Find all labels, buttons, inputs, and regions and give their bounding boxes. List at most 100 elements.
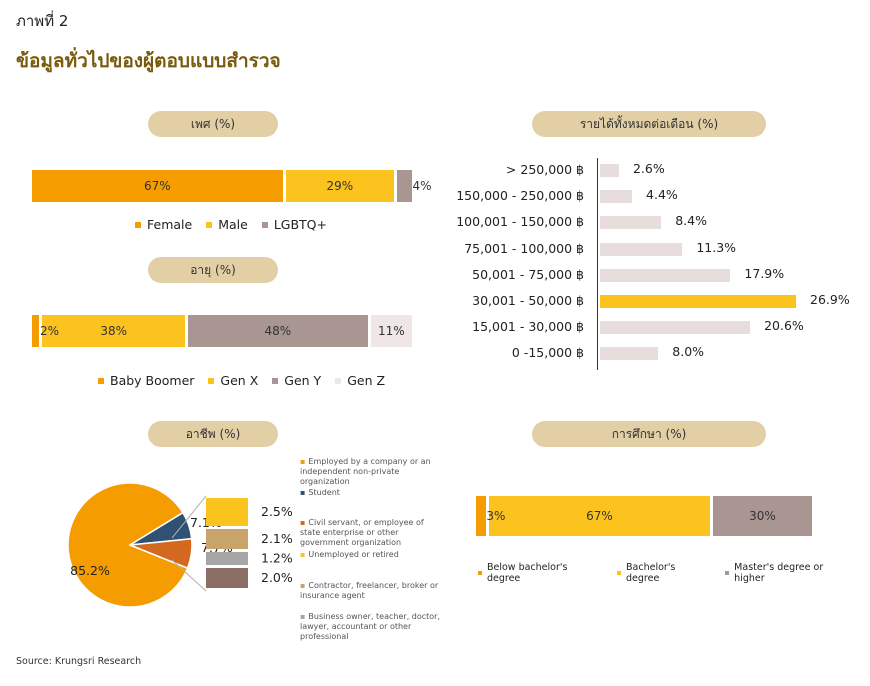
income-category-label: 30,001 - 50,000 ฿ [472,293,584,308]
legend-label: Employed by a company or an independent … [300,457,431,486]
pie-value-label: 2.5% [261,504,293,519]
legend-swatch [335,377,342,384]
legend-item-gen-z: Gen Z [335,373,385,388]
bar-segment-label: 29% [326,179,354,193]
bar-segment-gen-y: 48% [187,315,368,347]
income-value-label: 11.3% [696,239,737,255]
gender-chart-title: เพศ (%) [148,111,278,137]
legend-bullet: ▪ [300,518,306,527]
breakdown-segment [206,498,248,526]
legend-bullet: ▪ [300,488,306,497]
bar-segment-label: 38% [100,324,128,338]
legend-item-female: Female [135,217,192,232]
bar-segment-male: 29% [285,170,395,202]
income-bar [600,347,659,361]
legend-item-baby-boomer: Baby Boomer [98,373,194,388]
income-row: 150,000 - 250,000 ฿ 4.4% [440,184,860,210]
bar-segment-gen-x: 38% [42,315,185,347]
income-value-label: 17.9% [744,265,785,281]
age-chart-title: อายุ (%) [148,257,278,283]
occupation-chart-title: อาชีพ (%) [148,421,278,447]
income-category-label: 75,001 - 100,000 ฿ [464,240,584,256]
legend-label: Gen Y [284,373,322,388]
income-category-label: 50,001 - 75,000 ฿ [472,266,584,282]
legend-label: Student [308,488,340,497]
occupation-legend-item: ▪ Civil servant, or employee of state ent… [300,518,440,548]
income-bar [600,216,662,230]
income-value-label: 26.9% [810,292,850,307]
breakdown-segment [206,529,248,549]
breakdown-segment [206,552,248,565]
legend-swatch [272,377,279,384]
legend-bullet: ▪ [300,581,306,590]
occupation-pie-chart: 85.2%7.1%7.7%2.5%2.1%1.2%2.0% [67,482,293,608]
education-legend: Below bachelor's degree Bachelor's degree… [478,562,870,584]
income-value-label: 8.4% [675,213,707,229]
connector-line [171,559,207,592]
age-stacked-bar: 2% 38% 48% 11% [32,315,412,347]
legend-bullet: ▪ [300,457,306,466]
bar-segment-female: 67% [32,170,283,202]
income-category-label: > 250,000 ฿ [505,162,584,177]
bar-segment-label: 11% [378,324,405,338]
bar-segment-label: 48% [264,324,292,338]
occupation-legend-item: ▪ Employed by a company or an independent… [300,457,440,487]
legend-item-bachelor-s-degree: Bachelor's degree [617,562,711,584]
bar-segment-label: 67% [586,509,613,523]
income-row: 75,001 - 100,000 ฿ 11.3% [440,237,860,263]
legend-bullet: ▪ [300,550,306,559]
bar-segment-label: 3% [486,509,506,523]
income-row: 0 -15,000 ฿ 8.0% [440,341,860,367]
legend-label: Master's degree or higher [734,562,824,584]
legend-label: Gen X [220,373,259,388]
figure-label: ภาพที่ 2 [16,12,69,30]
legend-item-below-bachelor-s-degree: Below bachelor's degree [478,562,603,584]
income-row: > 250,000 ฿ 2.6% [440,158,860,184]
breakdown-segment [206,568,248,588]
occupation-legend-item: ▪ Business owner, teacher, doctor, lawyer… [300,612,440,642]
source-note: Source: Krungsri Research [16,656,142,667]
legend-label: Below bachelor's degree [486,562,568,584]
education-stacked-bar: 3% 67% 30% [476,496,812,536]
figure-title: ข้อมูลทั่วไปของผู้ตอบแบบสำรวจ [16,50,281,72]
income-axis-line [597,158,598,370]
pie-value-label: 2.0% [261,570,293,585]
income-row: 100,001 - 150,000 ฿ 8.4% [440,210,860,236]
legend-label: Gen Z [347,373,386,388]
age-legend: Baby Boomer Gen X Gen Y Gen Z [98,373,399,388]
legend-item-gen-y: Gen Y [272,373,321,388]
bar-segment-label: 67% [143,179,171,193]
income-bar [600,268,731,282]
gender-legend: Female Male LGBTQ+ [135,217,341,232]
education-chart-title: การศึกษา (%) [532,421,766,447]
income-category-label: 150,000 - 250,000 ฿ [456,188,584,204]
bar-segment-baby-boomer: 2% [32,315,59,347]
legend-swatch [261,221,268,228]
legend-label: Female [147,217,193,232]
legend-item-lgbtq: LGBTQ+ [261,217,327,232]
legend-label: Baby Boomer [110,373,195,388]
bar-segment-label: 4% [412,179,432,193]
connector-line [171,495,207,539]
income-value-label: 2.6% [632,161,665,176]
income-row: 30,001 - 50,000 ฿ 26.9% [440,289,860,315]
occupation-legend-item: ▪ Unemployed or retired [300,550,440,560]
legend-swatch [208,377,215,384]
legend-label: Bachelor's degree [626,562,676,584]
gender-stacked-bar: 67% 29% 4% [32,170,432,202]
bar-segment-label: 2% [39,324,59,338]
legend-label: Unemployed or retired [308,550,399,559]
income-value-label: 20.6% [764,318,804,334]
income-category-label: 15,001 - 30,000 ฿ [472,319,584,335]
income-category-label: 100,001 - 150,000 ฿ [456,214,584,230]
pie-value-label: 2.1% [261,531,293,546]
legend-label: Business owner, teacher, doctor, lawyer,… [300,612,441,641]
income-bar [600,321,751,335]
legend-item-male: Male [206,217,248,232]
legend-swatch [478,571,482,575]
income-row: 15,001 - 30,000 ฿ 20.6% [440,315,860,341]
legend-bullet: ▪ [300,612,306,621]
bar-segment-master-s-degree-or-higher: 30% [712,496,812,536]
income-value-label: 8.0% [672,344,705,360]
legend-swatch [617,571,622,575]
